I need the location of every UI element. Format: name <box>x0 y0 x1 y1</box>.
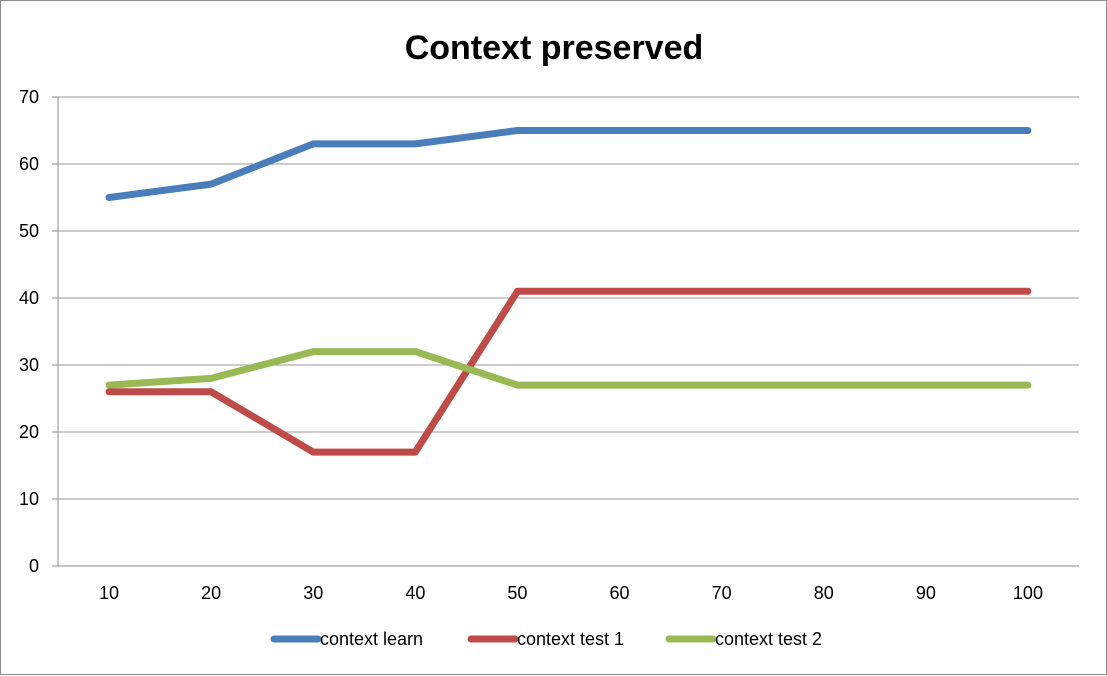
x-tick-label: 70 <box>712 583 732 603</box>
y-tick-label: 30 <box>19 355 39 375</box>
x-axis: 10 20 30 40 50 60 70 80 90 100 <box>99 583 1043 603</box>
y-tick-label: 10 <box>19 489 39 509</box>
x-tick-label: 50 <box>507 583 527 603</box>
legend-label-2: context test 1 <box>517 629 624 649</box>
x-tick-label: 10 <box>99 583 119 603</box>
gridlines <box>58 96 1079 567</box>
chart-title: Context preserved <box>405 29 704 67</box>
legend-label-3: context test 2 <box>715 629 822 649</box>
x-tick-label: 40 <box>405 583 425 603</box>
y-tick-label: 70 <box>19 87 39 107</box>
x-tick-label: 80 <box>814 583 834 603</box>
x-tick-label: 60 <box>610 583 630 603</box>
x-tick-label: 30 <box>303 583 323 603</box>
series-line-1 <box>105 127 1032 201</box>
legend-label-1: context learn <box>320 629 423 649</box>
y-tick-label: 0 <box>29 556 39 576</box>
legend: context learn context test 1 context test … <box>270 629 822 649</box>
series-line-2 <box>105 287 1032 456</box>
y-tick-label: 40 <box>19 288 39 308</box>
y-tick-label: 50 <box>19 221 39 241</box>
series-line-3 <box>105 348 1032 389</box>
y-tick-label: 60 <box>19 154 39 174</box>
y-tick-label: 20 <box>19 422 39 442</box>
x-tick-label: 20 <box>201 583 221 603</box>
y-axis: 0 10 20 30 40 50 60 70 <box>19 87 59 576</box>
x-tick-label: 100 <box>1013 583 1043 603</box>
x-tick-label: 90 <box>916 583 936 603</box>
series-lines <box>105 127 1032 456</box>
